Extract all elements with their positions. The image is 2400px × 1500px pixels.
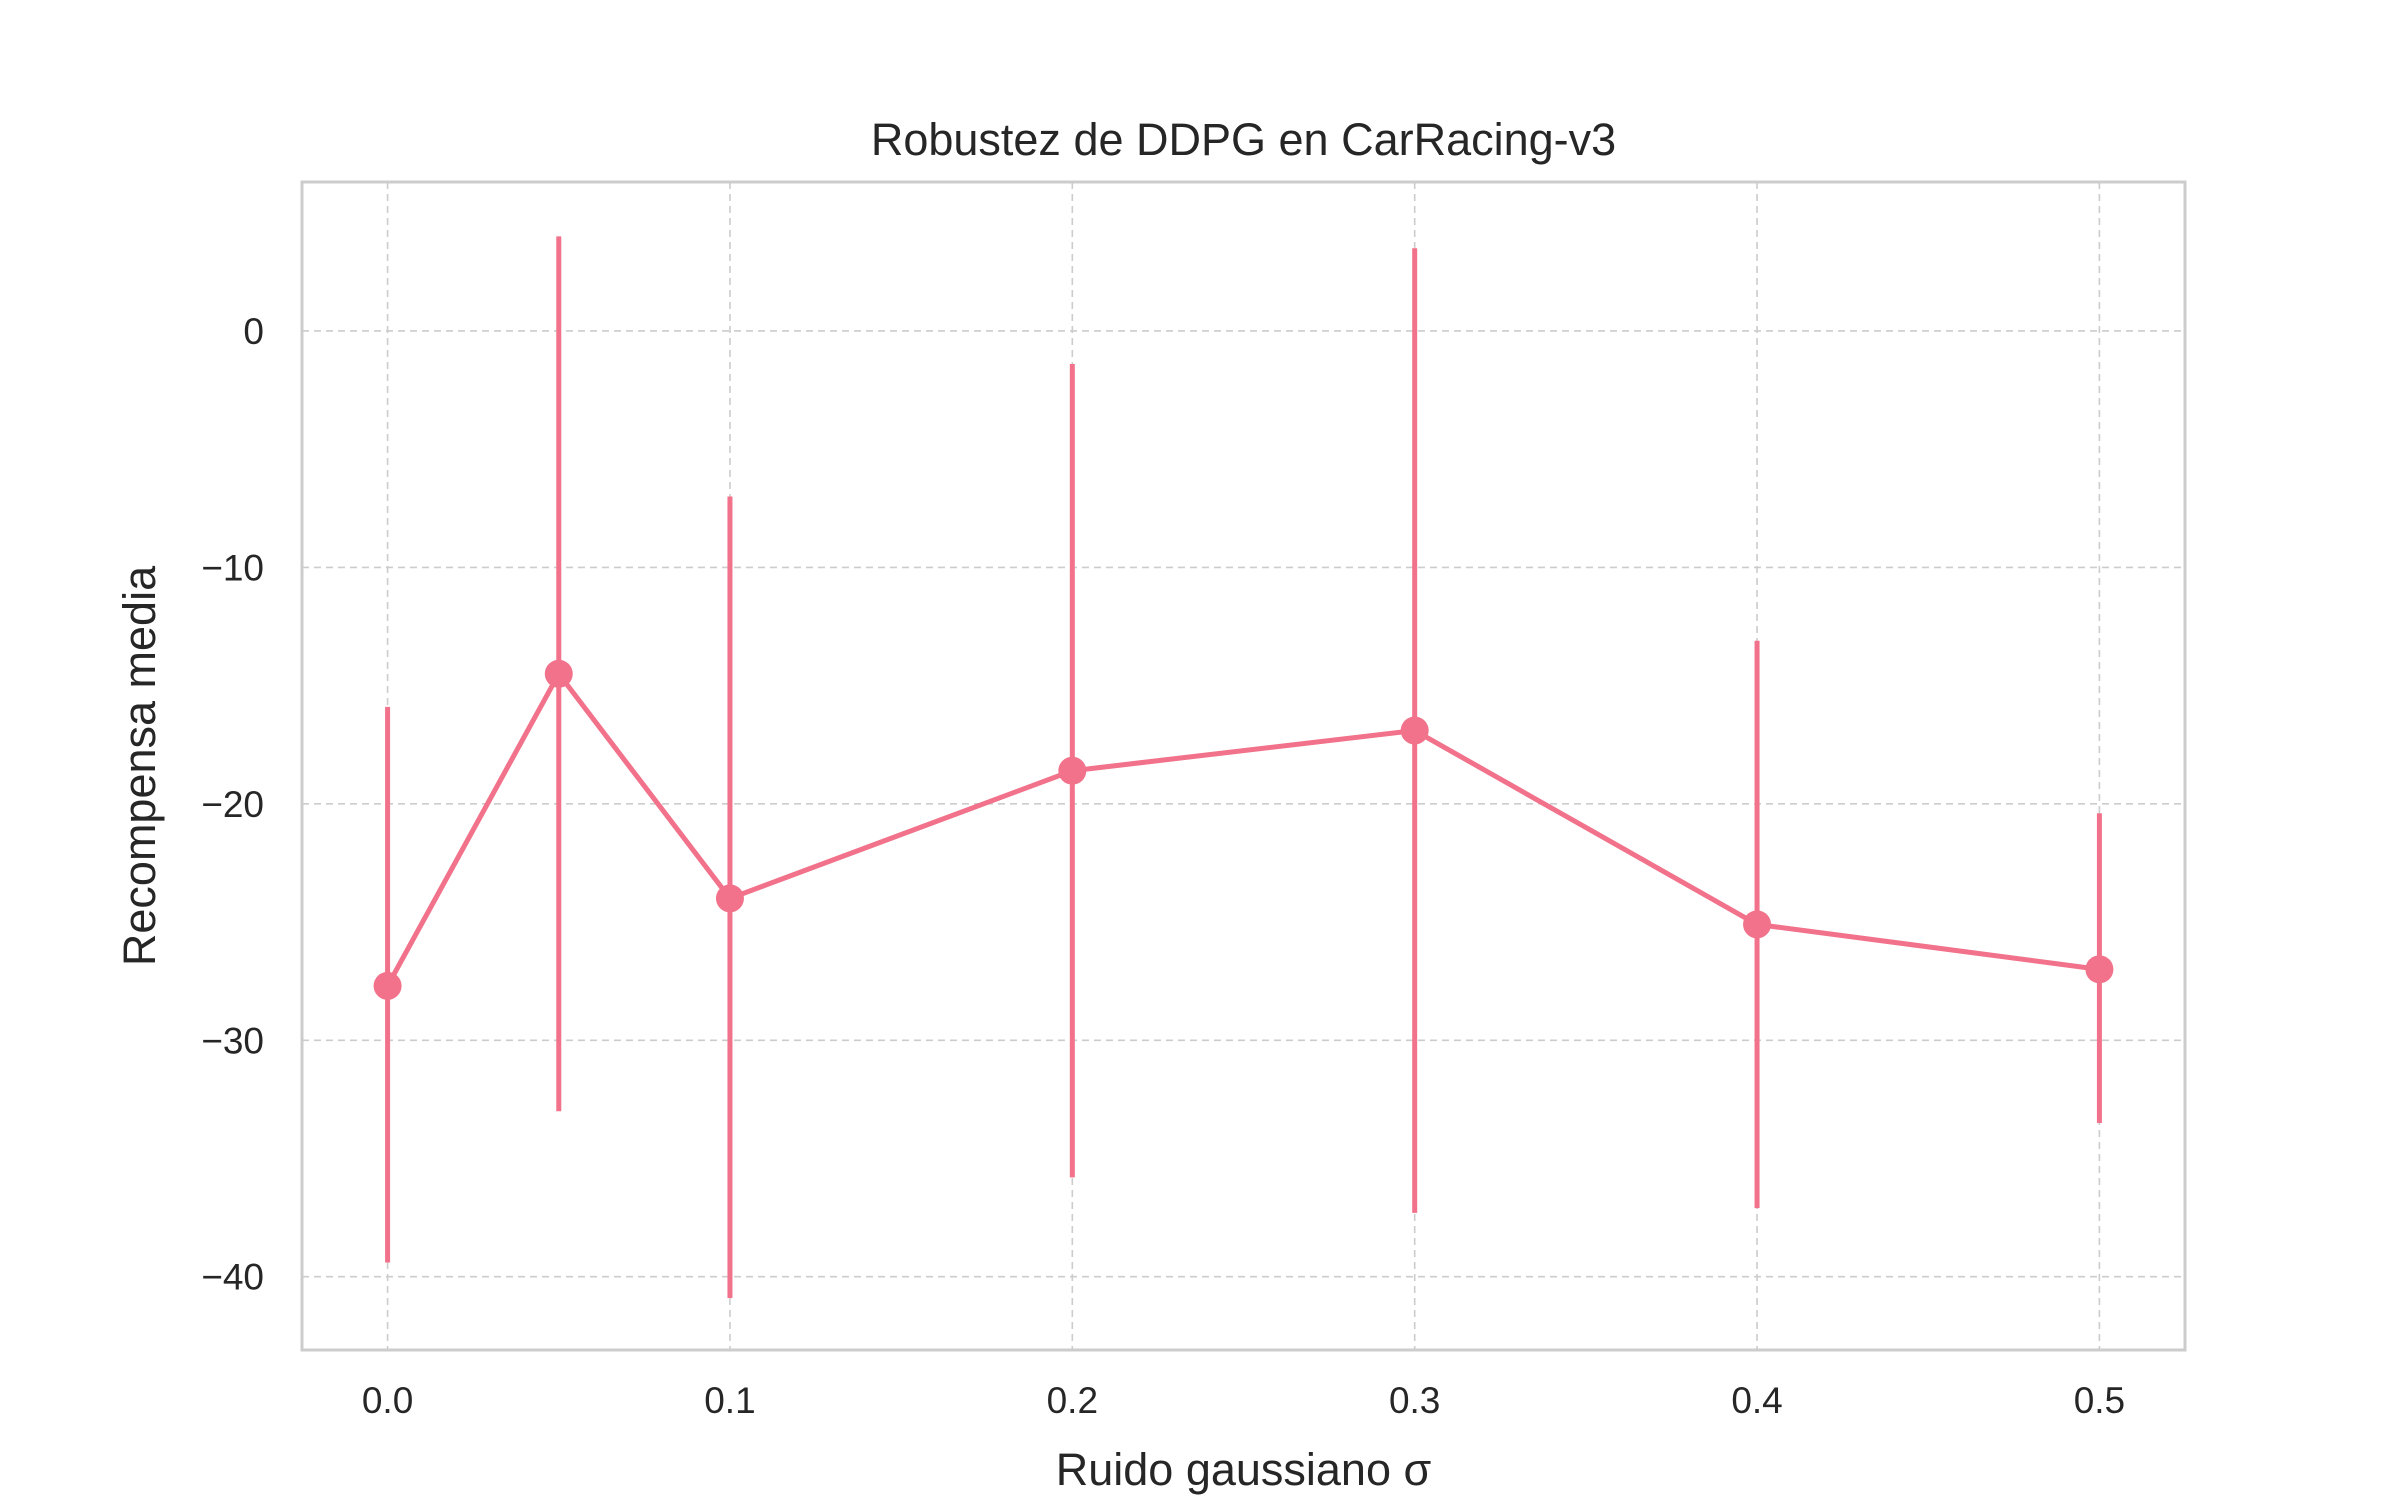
error-bars: [385, 236, 2102, 1298]
data-point: [1058, 756, 1087, 785]
data-point: [373, 971, 402, 1000]
data-point: [1400, 716, 1429, 745]
data-point: [2085, 955, 2114, 984]
x-tick-label: 0.4: [1731, 1380, 1782, 1421]
data-point: [715, 884, 744, 913]
y-axis-label: Recompensa media: [114, 565, 165, 966]
grid: [302, 182, 2185, 1350]
x-axis-ticks: 0.0 0.1 0.2 0.3 0.4 0.5: [362, 1380, 2125, 1421]
plot-frame: [300, 180, 2187, 1352]
y-tick-label: −40: [201, 1257, 264, 1298]
y-tick-label: −10: [201, 547, 264, 588]
x-tick-label: 0.1: [704, 1380, 755, 1421]
x-tick-label: 0.2: [1047, 1380, 1098, 1421]
series-line-group: [385, 671, 2100, 988]
chart-title: Robustez de DDPG en CarRacing-v3: [871, 114, 1616, 165]
x-tick-label: 0.3: [1389, 1380, 1440, 1421]
data-point: [1743, 910, 1772, 939]
y-tick-label: −30: [201, 1020, 264, 1061]
data-point: [544, 659, 573, 688]
x-tick-label: 0.0: [362, 1380, 413, 1421]
y-tick-label: 0: [243, 311, 264, 352]
y-tick-label: −20: [201, 784, 264, 825]
x-tick-label: 0.5: [2074, 1380, 2125, 1421]
series-markers: [373, 659, 2114, 1000]
y-axis-ticks: 0 −10 −20 −30 −40: [201, 311, 264, 1298]
x-axis-label: Ruido gaussiano σ: [1056, 1444, 1432, 1495]
series-line: [385, 671, 2100, 988]
